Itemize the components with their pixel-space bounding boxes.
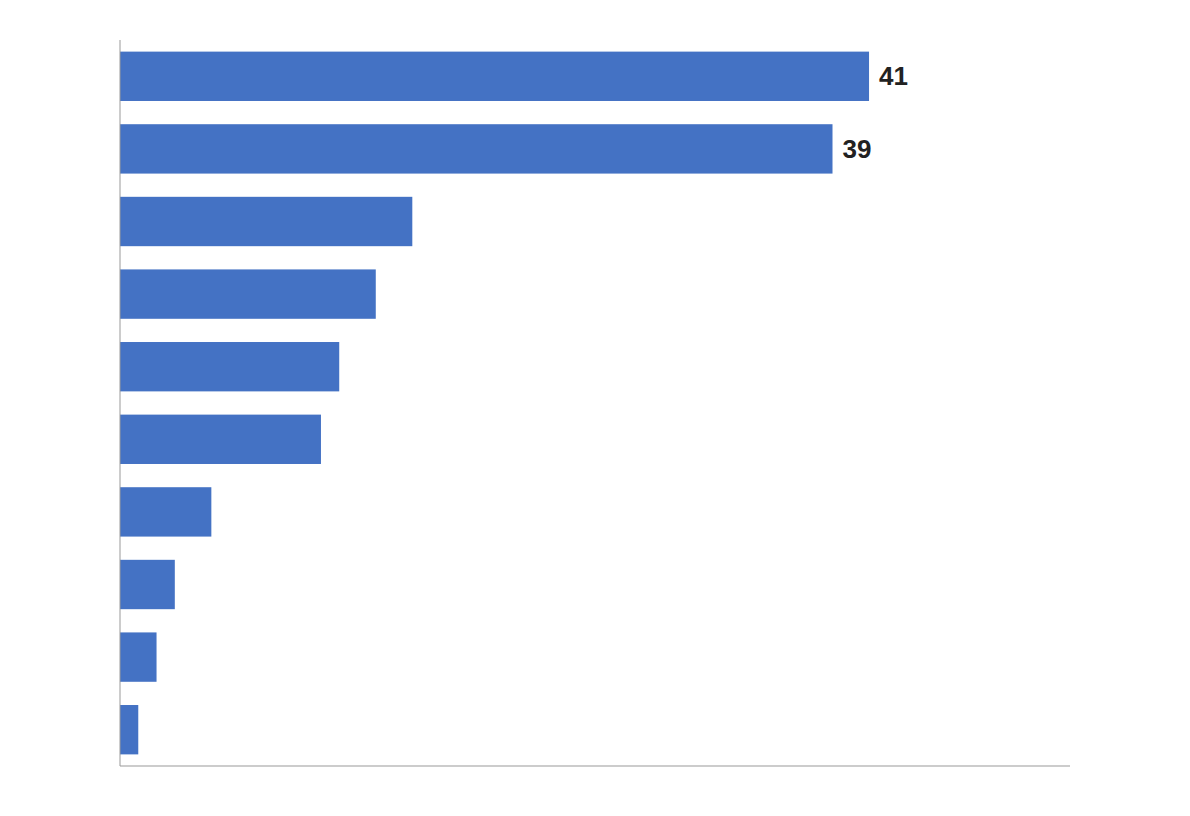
data-labels: 41 39 xyxy=(843,61,908,164)
x-axis-line xyxy=(120,766,1070,767)
bar xyxy=(120,342,339,391)
data-label: 39 xyxy=(843,134,872,164)
bar xyxy=(120,124,833,173)
bar xyxy=(120,415,321,464)
y-axis-line xyxy=(120,40,121,766)
plot-area xyxy=(120,52,869,755)
bar xyxy=(120,269,376,318)
bar xyxy=(120,52,869,101)
chart: 41 39 xyxy=(0,0,1190,816)
bar xyxy=(120,632,157,681)
bar xyxy=(120,487,211,536)
bar xyxy=(120,705,138,754)
data-label: 41 xyxy=(879,61,908,91)
bar xyxy=(120,197,412,246)
bar xyxy=(120,560,175,609)
